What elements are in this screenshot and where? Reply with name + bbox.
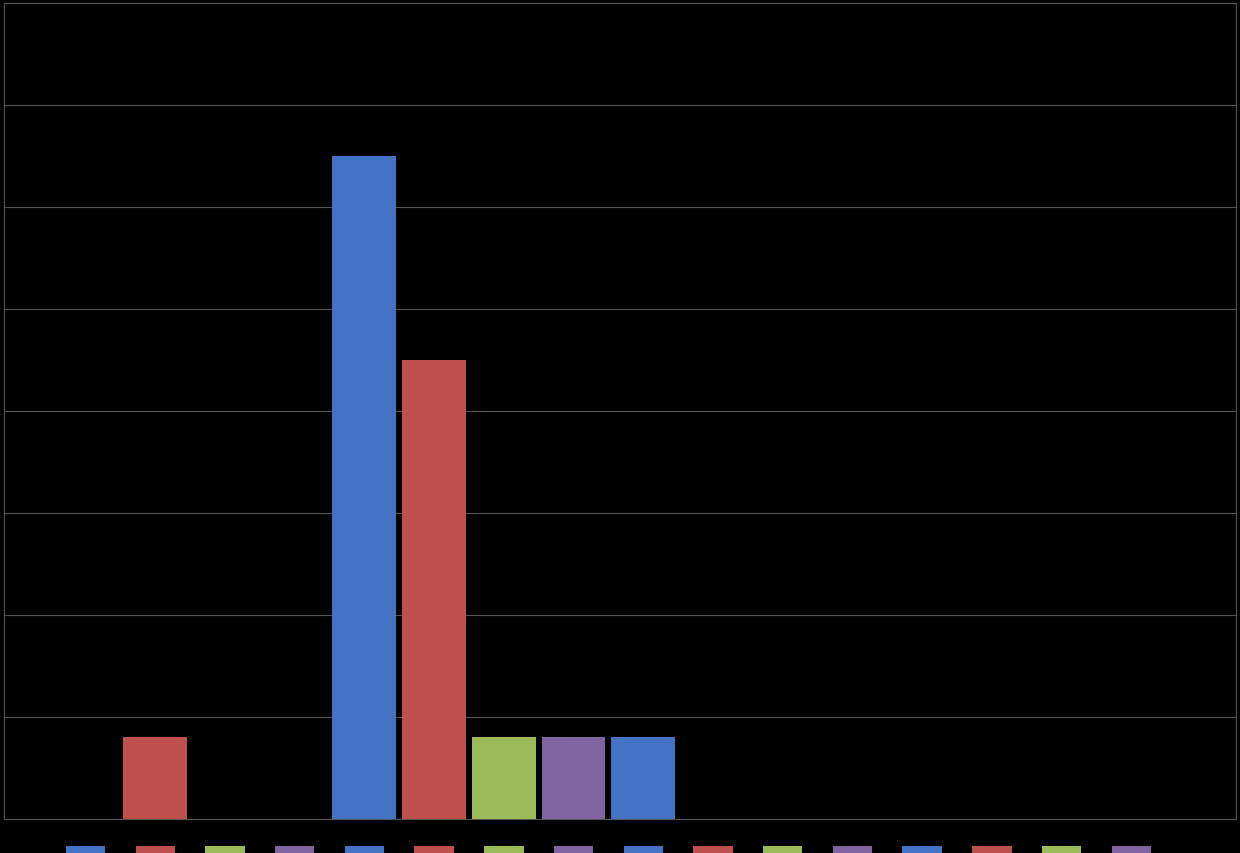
Bar — [135, 846, 175, 853]
Bar — [206, 846, 244, 853]
Bar — [414, 846, 454, 853]
Bar — [484, 846, 523, 853]
Bar — [763, 846, 802, 853]
Bar — [554, 846, 593, 853]
Bar — [624, 846, 663, 853]
Bar — [833, 846, 872, 853]
Bar — [275, 846, 315, 853]
Bar — [972, 846, 1012, 853]
Bar — [611, 737, 676, 819]
Bar — [402, 361, 466, 819]
Bar — [903, 846, 942, 853]
Bar — [66, 846, 105, 853]
Bar — [472, 737, 536, 819]
Bar — [332, 157, 397, 819]
Bar — [542, 737, 605, 819]
Bar — [693, 846, 733, 853]
Bar — [1042, 846, 1081, 853]
Bar — [345, 846, 384, 853]
Bar — [123, 737, 187, 819]
Bar — [1111, 846, 1151, 853]
